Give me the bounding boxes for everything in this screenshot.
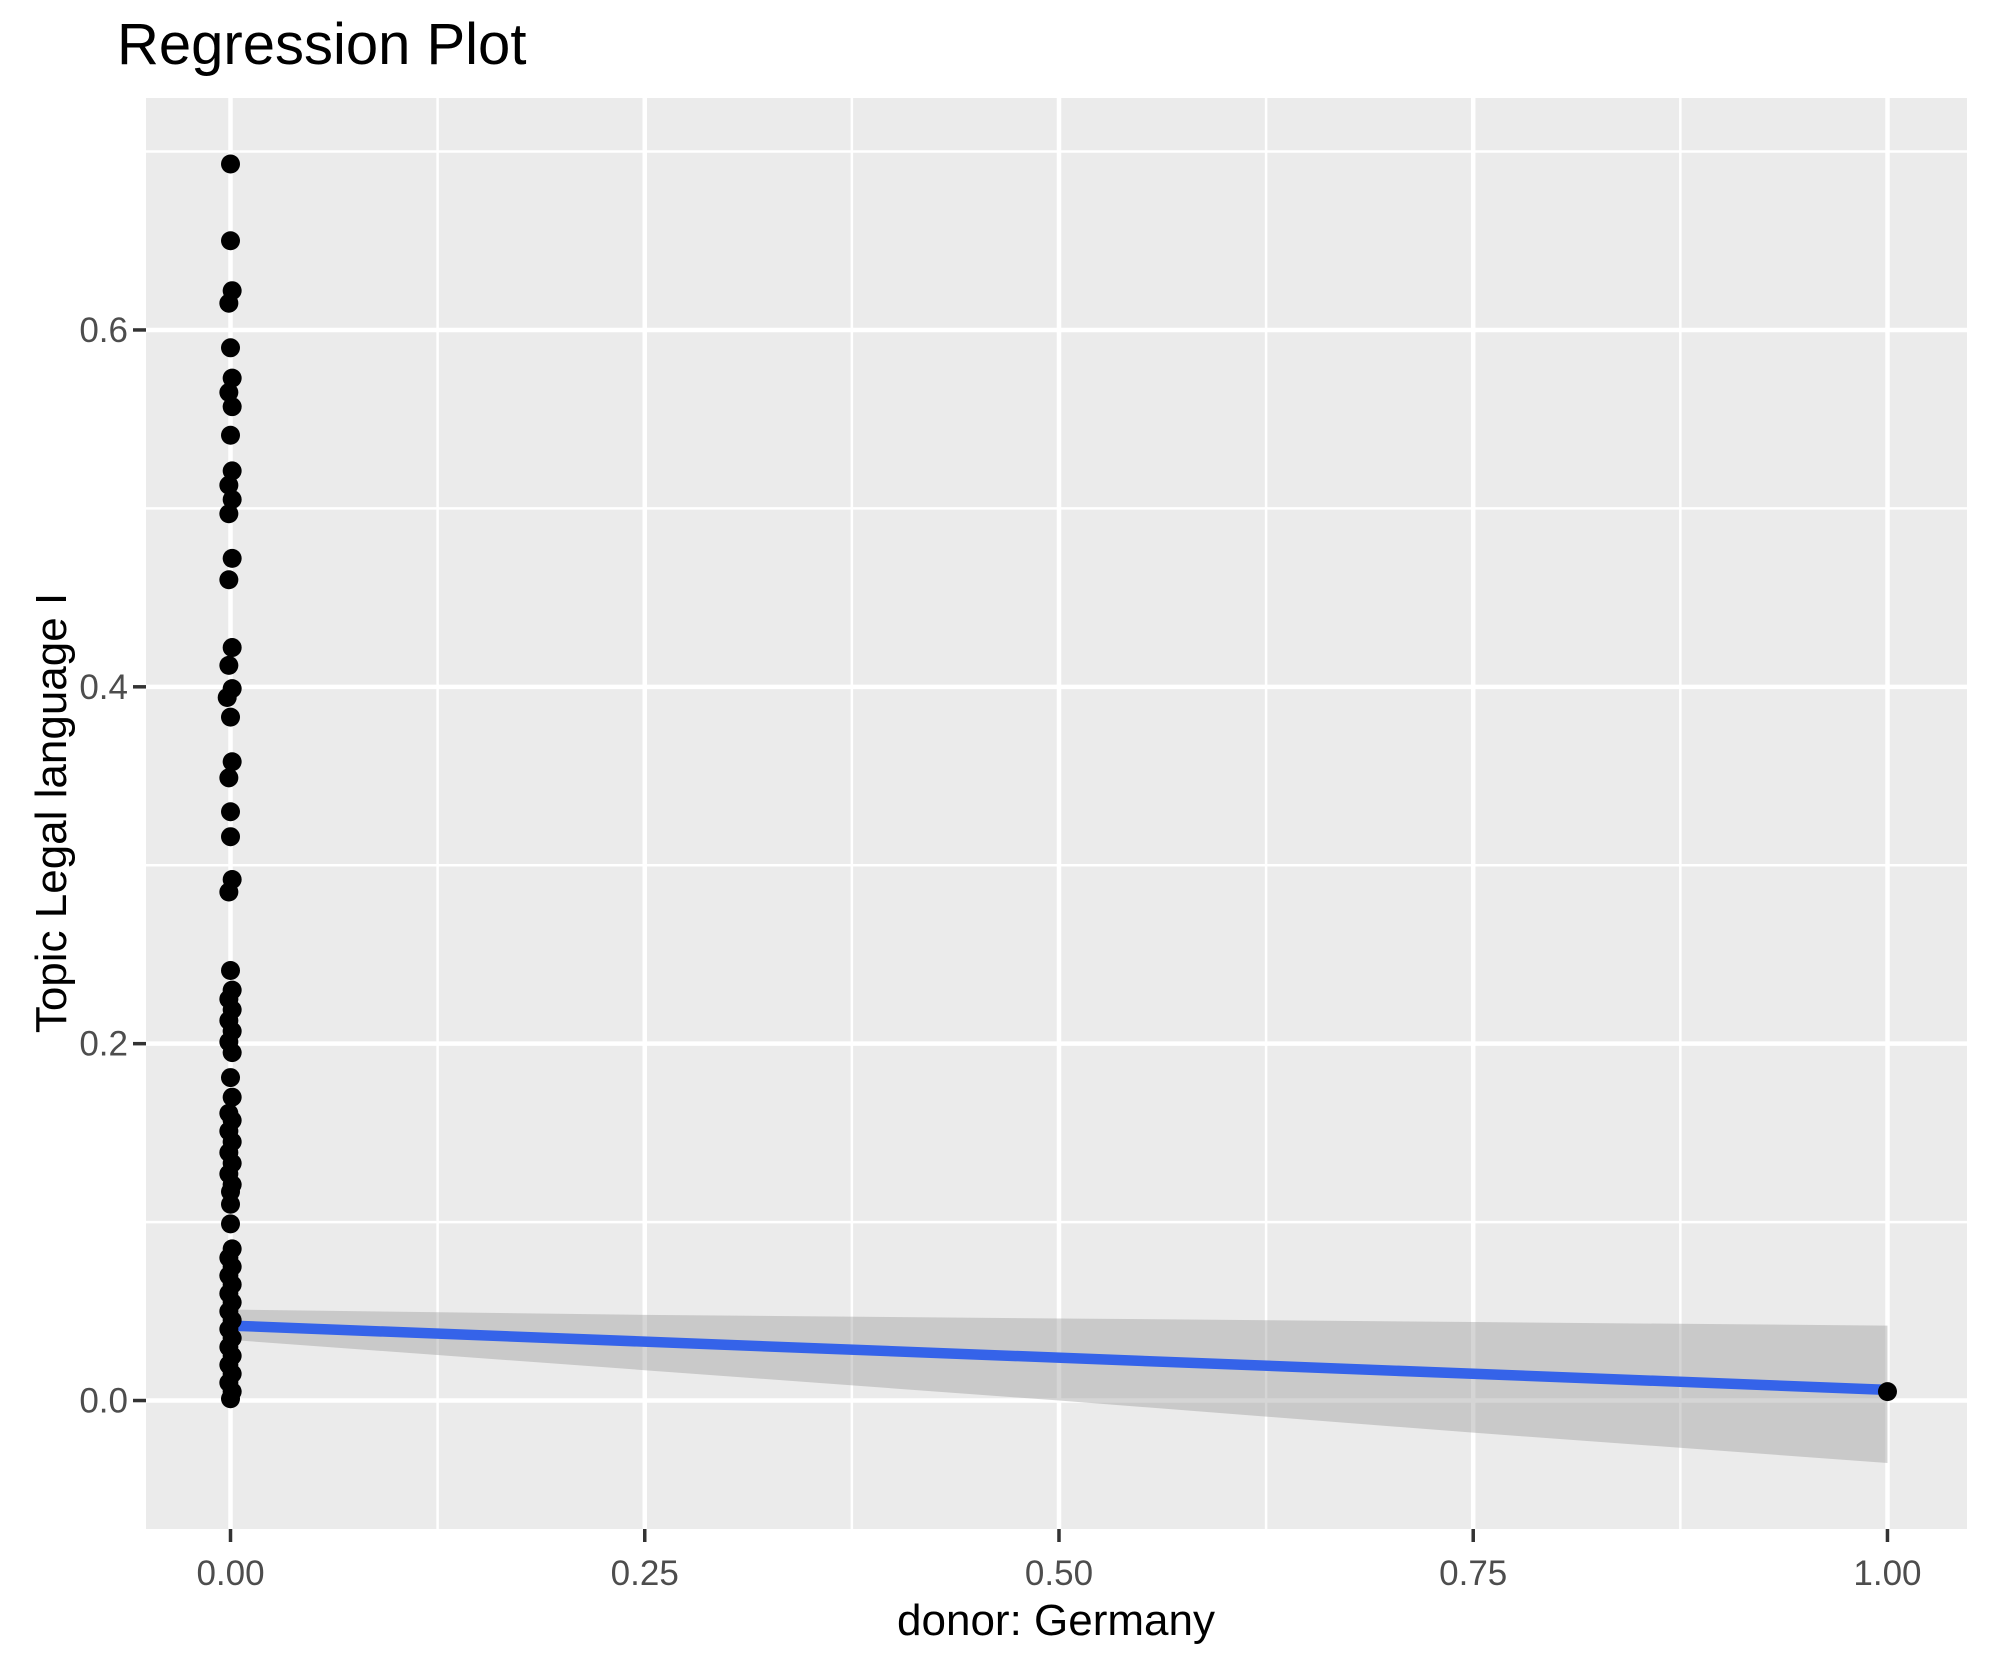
data-point [222,461,242,481]
data-point [222,548,242,568]
data-point [217,688,237,708]
plot-title: Regression Plot [117,12,527,77]
data-point [222,1043,242,1063]
data-point [219,504,239,524]
y-tick-label: 0.0 [79,1382,128,1421]
y-axis-title: Topic Legal language I [27,592,76,1034]
data-point [221,961,241,981]
data-point [219,293,239,313]
y-tick-label: 0.6 [79,311,128,350]
data-point [221,154,241,174]
data-point [221,707,241,727]
data-point [221,425,241,445]
data-point [221,338,241,358]
data-point [221,1214,241,1234]
data-point [221,1068,241,1088]
data-point [221,802,241,822]
data-point [1877,1382,1897,1402]
x-tick-label: 0.50 [1025,1554,1093,1593]
data-point [222,752,242,772]
y-tick-label: 0.4 [79,668,128,707]
data-point [221,827,241,847]
data-point [219,768,239,788]
data-point [222,489,242,509]
data-point [222,397,242,417]
x-tick-label: 0.00 [196,1554,264,1593]
data-point [222,1087,242,1107]
data-point [219,382,239,402]
data-point [221,231,241,251]
panel-background [146,98,1967,1529]
data-point [222,638,242,658]
x-axis-title: donor: Germany [897,1596,1215,1645]
regression-line [230,1320,1888,1396]
data-point [219,655,239,675]
data-point [222,368,242,388]
x-tick-label: 0.75 [1439,1554,1507,1593]
data-point [221,1194,241,1214]
x-tick-label: 1.00 [1853,1554,1921,1593]
data-point [221,1389,241,1409]
data-point [219,475,239,495]
confidence-ribbon [230,1309,1888,1463]
data-point [219,882,239,902]
data-point [219,570,239,590]
x-tick-label: 0.25 [611,1554,679,1593]
y-tick-label: 0.2 [79,1025,128,1064]
